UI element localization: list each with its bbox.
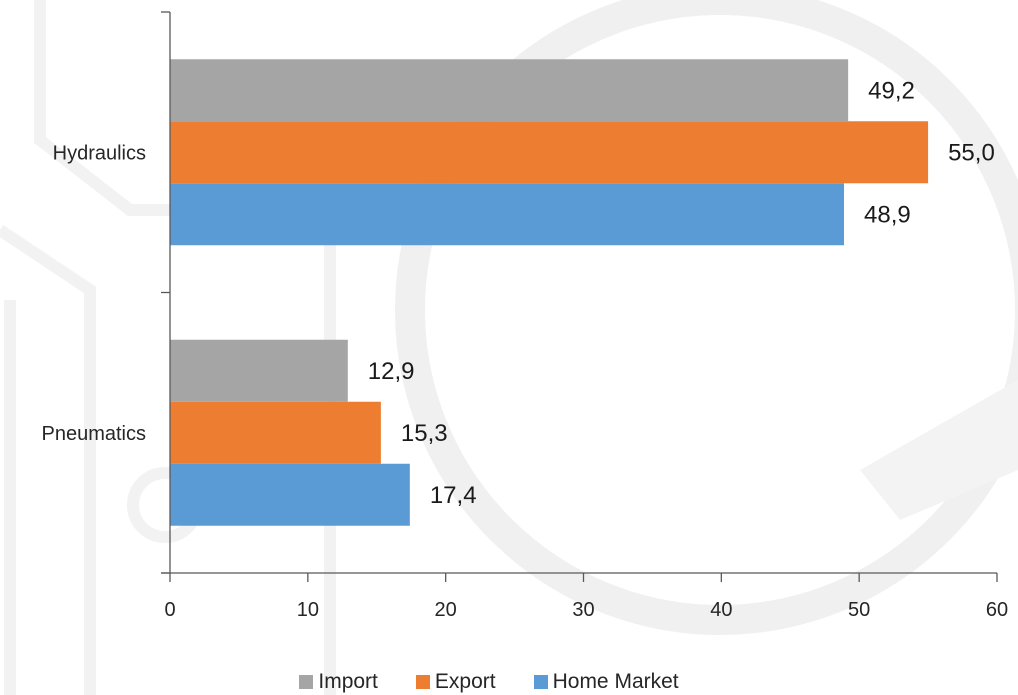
x-tick-label: 40 bbox=[710, 599, 732, 621]
data-label-pneumatics-home-market: 17,4 bbox=[430, 482, 477, 509]
bars-layer bbox=[170, 59, 929, 526]
data-label-hydraulics-home-market: 48,9 bbox=[864, 201, 911, 228]
legend-swatch-import bbox=[299, 674, 314, 689]
bar-pneumatics-home-market bbox=[170, 463, 410, 526]
bar-hydraulics-import bbox=[170, 59, 849, 122]
x-tick-label: 0 bbox=[164, 599, 175, 621]
bar-pneumatics-import bbox=[170, 339, 348, 402]
data-label-pneumatics-import: 12,9 bbox=[368, 358, 415, 385]
data-label-hydraulics-export: 55,0 bbox=[948, 139, 995, 166]
x-tick-label: 50 bbox=[848, 599, 870, 621]
legend-label-export: Export bbox=[434, 669, 496, 693]
legend-item-import: Import bbox=[299, 670, 378, 694]
bar-hydraulics-home-market bbox=[170, 183, 845, 246]
x-tick-label: 10 bbox=[297, 599, 319, 621]
legend-label-home-market: Home Market bbox=[552, 669, 679, 693]
legend: Import Export Home Market bbox=[0, 668, 998, 695]
legend-swatch-export bbox=[415, 674, 430, 689]
legend-label-import: Import bbox=[318, 669, 378, 693]
legend-item-home-market: Home Market bbox=[533, 669, 679, 694]
x-tick-label: 30 bbox=[572, 599, 594, 621]
x-tick-label: 20 bbox=[435, 599, 457, 621]
x-tick-label: 60 bbox=[986, 599, 1008, 621]
category-label-hydraulics: Hydraulics bbox=[53, 142, 146, 164]
data-labels-layer: 49,2 55,0 48,9 12,9 15,3 17,4 bbox=[368, 77, 995, 509]
bar-pneumatics-export bbox=[170, 401, 381, 464]
data-label-pneumatics-export: 15,3 bbox=[401, 420, 448, 447]
data-label-hydraulics-import: 49,2 bbox=[868, 77, 915, 104]
legend-item-export: Export bbox=[415, 669, 496, 694]
axes-layer: Hydraulics Pneumatics 0 10 20 30 40 50 60 bbox=[42, 11, 1008, 621]
bar-hydraulics-export bbox=[170, 121, 929, 184]
legend-swatch-home-market bbox=[533, 674, 548, 689]
category-label-pneumatics: Pneumatics bbox=[42, 423, 147, 445]
